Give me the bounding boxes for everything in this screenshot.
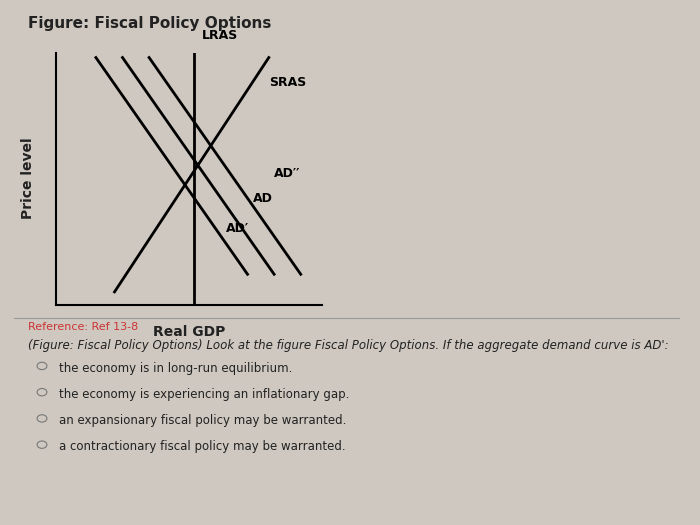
- Text: LRAS: LRAS: [202, 29, 239, 43]
- Text: Figure: Fiscal Policy Options: Figure: Fiscal Policy Options: [28, 16, 272, 31]
- Text: a contractionary fiscal policy may be warranted.: a contractionary fiscal policy may be wa…: [60, 440, 346, 453]
- Text: AD: AD: [253, 192, 273, 205]
- Text: SRAS: SRAS: [269, 76, 306, 89]
- Text: AD′: AD′: [226, 223, 249, 235]
- Text: AD′′: AD′′: [274, 167, 300, 180]
- Text: (Figure: Fiscal Policy Options) Look at the figure Fiscal Policy Options. If the: (Figure: Fiscal Policy Options) Look at …: [28, 339, 668, 352]
- Text: the economy is experiencing an inflationary gap.: the economy is experiencing an inflation…: [60, 388, 350, 401]
- Text: Reference: Ref 13-8: Reference: Ref 13-8: [28, 322, 139, 332]
- Text: an expansionary fiscal policy may be warranted.: an expansionary fiscal policy may be war…: [60, 414, 347, 427]
- Text: Price level: Price level: [21, 138, 35, 219]
- Text: Real GDP: Real GDP: [153, 326, 225, 340]
- Text: the economy is in long-run equilibrium.: the economy is in long-run equilibrium.: [60, 362, 293, 374]
